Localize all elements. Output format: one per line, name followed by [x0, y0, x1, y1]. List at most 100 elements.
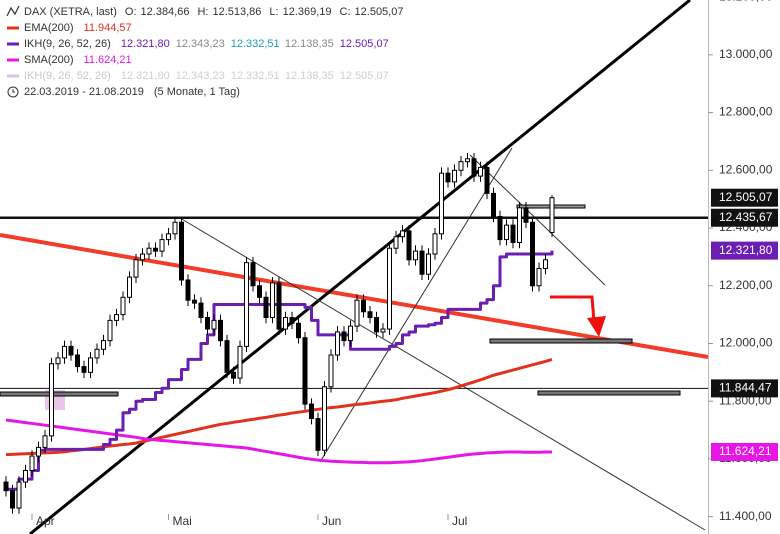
price-tag — [711, 379, 778, 398]
legend-text: 12.384,66 — [141, 6, 190, 18]
candle-body — [283, 317, 288, 330]
candle-body — [146, 247, 152, 255]
candle-body — [458, 161, 464, 171]
price-tag — [711, 208, 778, 227]
legend-row: SMA(200) 11.624,21 — [24, 54, 132, 66]
candle-body — [439, 172, 444, 235]
candle-body — [445, 172, 451, 183]
candle-body — [322, 386, 327, 451]
candle-body — [179, 221, 184, 281]
indicator-line — [5, 358, 553, 457]
legend-text: H: — [197, 6, 208, 18]
candle-body — [270, 282, 275, 319]
candle-body — [478, 166, 483, 177]
legend-text: 12.321,80 — [121, 38, 170, 50]
candle-body — [114, 314, 119, 321]
candle-body — [140, 253, 145, 261]
candle-body — [452, 169, 457, 183]
y-tick-label: 12.200,00 — [719, 278, 773, 292]
candle-body — [55, 357, 61, 365]
candle-body — [153, 247, 158, 252]
trendline — [469, 154, 606, 286]
legend-text: 12.332,51 — [231, 70, 280, 82]
legend: DAX (XETRA, last) O: 12.384,66 H: 12.513,86 L… — [0, 0, 403, 100]
legend-text: 12.321,80 — [121, 70, 170, 82]
candle-body — [536, 267, 542, 287]
legend-row: 22.03.2019 - 21.08.2019 (5 Monate, 1 Tag) — [24, 86, 240, 98]
arrow — [550, 295, 596, 323]
candle-body — [432, 233, 438, 255]
candle-body — [367, 311, 373, 319]
candle-body — [192, 299, 197, 304]
legend-text: DAX (XETRA, last) — [24, 6, 117, 18]
price-tag-label: 12.505,07 — [719, 190, 773, 204]
trendline — [319, 147, 513, 463]
candle-body — [3, 481, 9, 492]
candle-body — [218, 319, 223, 342]
legend-text: 12.505,07 — [340, 38, 389, 50]
x-tick-label: Jul — [452, 514, 467, 528]
price-tag — [711, 442, 778, 461]
legend-text: 12.138,35 — [285, 38, 334, 50]
legend-text: O: — [125, 6, 137, 18]
legend-bg — [0, 0, 392, 100]
candle-body — [36, 446, 41, 457]
candle-body — [348, 325, 353, 342]
legend-text: 12.369,19 — [283, 6, 332, 18]
legend-text: IKH(9, 26, 52, 26) — [24, 38, 111, 50]
trendline — [29, 0, 691, 534]
legend-text: C: — [340, 6, 351, 18]
candle-body — [517, 207, 522, 243]
candle-body — [159, 239, 165, 252]
candle-body — [465, 158, 470, 163]
candle-body — [263, 296, 269, 319]
legend-text: 12.343,23 — [176, 38, 225, 50]
legend-text: 12.343,23 — [176, 70, 225, 82]
zone — [537, 390, 681, 396]
candle-body — [315, 418, 321, 451]
price-tag-label: 12.435,67 — [719, 210, 773, 224]
x-tick-label: Apr — [36, 514, 55, 528]
y-tick-label: 12.000,00 — [719, 336, 773, 350]
candle-body — [419, 250, 425, 275]
legend-text: 12.505,07 — [340, 70, 389, 82]
price-tag — [711, 188, 778, 207]
candle-body — [549, 197, 555, 233]
candle-body — [504, 224, 509, 241]
candle-body — [523, 207, 529, 223]
candle-body — [231, 371, 236, 379]
candle-body — [289, 317, 295, 324]
y-tick-label: 12.800,00 — [719, 105, 773, 119]
candle-body — [211, 319, 217, 330]
candle-body — [426, 253, 431, 275]
candle-body — [400, 230, 405, 238]
candle-body — [354, 299, 360, 327]
candle-body — [380, 328, 386, 333]
candle-body — [497, 215, 503, 241]
candle-body — [62, 345, 67, 359]
legend-row: IKH(9, 26, 52, 26) 12.321,80 12.343,23 12.3… — [24, 70, 389, 82]
legend-text: 12.332,51 — [231, 38, 280, 50]
legend-text: (5 Monate, 1 Tag) — [154, 86, 240, 98]
candle-body — [23, 469, 28, 483]
zone — [489, 338, 633, 344]
candle-body — [484, 166, 490, 194]
clock-icon — [7, 86, 19, 98]
candle-body — [10, 490, 15, 509]
legend-text: 12.505,07 — [355, 6, 404, 18]
candle-body — [491, 192, 496, 217]
x-tick-label: Mai — [173, 514, 192, 528]
candle-body — [510, 224, 516, 243]
candle-body — [471, 158, 477, 177]
legend-text: 22.03.2019 - 21.08.2019 — [24, 86, 144, 98]
candle-body — [42, 435, 48, 448]
zone — [0, 391, 119, 397]
indicator-line — [5, 418, 553, 465]
candle-body — [276, 282, 282, 330]
candle-body — [335, 331, 340, 356]
candle-body — [16, 481, 22, 509]
trendline — [0, 233, 709, 359]
candle-body — [94, 348, 100, 359]
candle-body — [374, 317, 379, 333]
candle-body — [29, 455, 35, 471]
